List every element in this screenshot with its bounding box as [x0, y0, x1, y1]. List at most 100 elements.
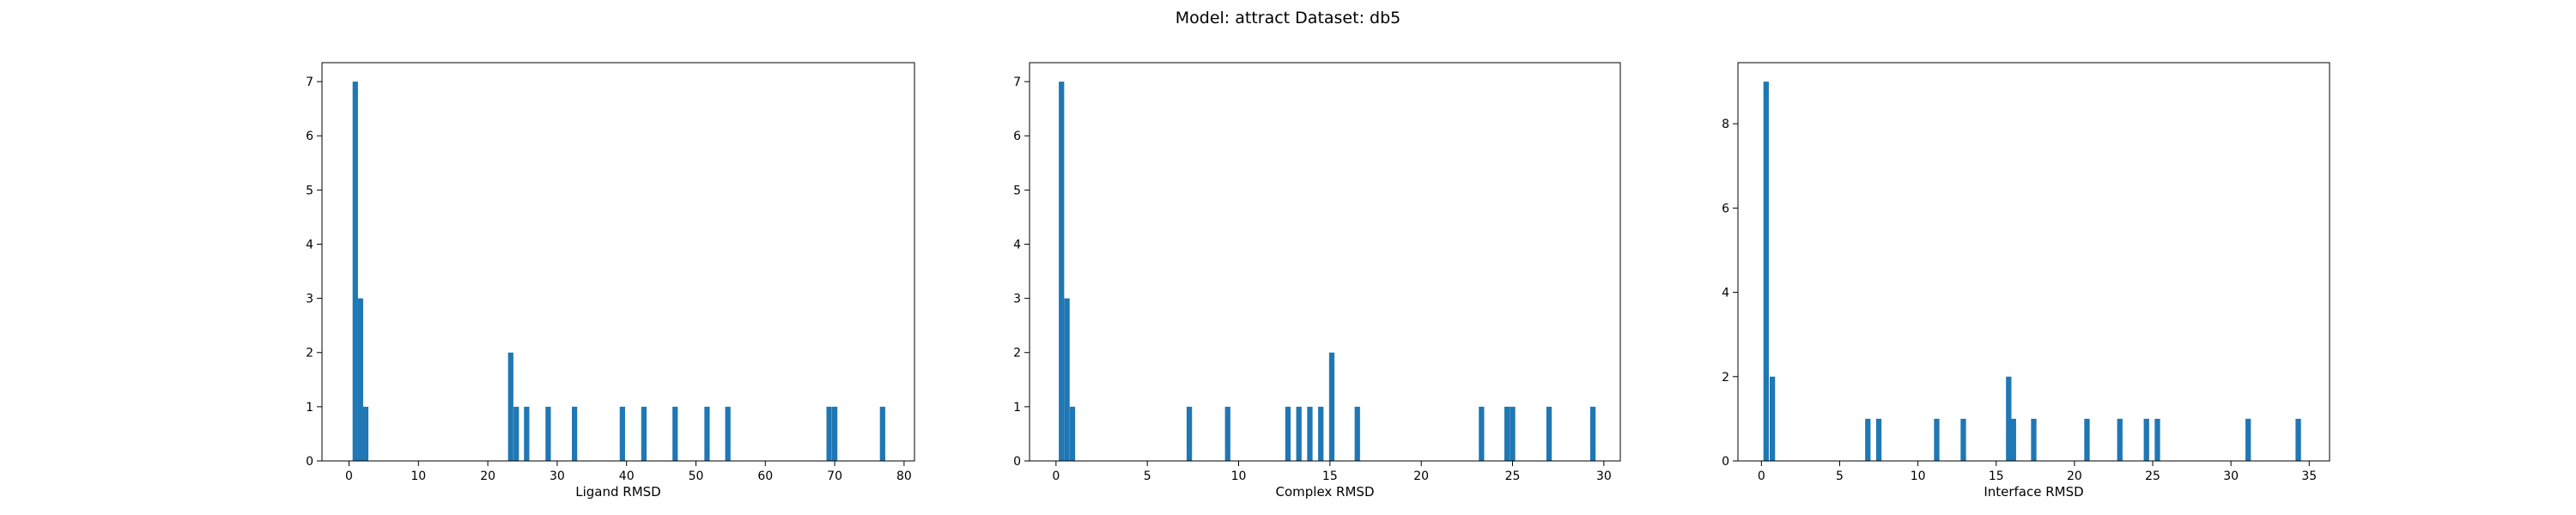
y-tick-label: 2 [1722, 371, 1729, 385]
y-tick-label: 2 [306, 347, 313, 360]
x-tick-label: 30 [2223, 470, 2239, 483]
x-tick-label: 70 [827, 470, 842, 483]
histogram-bar [571, 406, 578, 461]
y-tick-label: 8 [1722, 118, 1729, 131]
histogram-bar [1307, 406, 1313, 461]
y-tick-label: 1 [306, 401, 313, 415]
histogram-bar [672, 406, 678, 461]
histogram-bar [2031, 418, 2037, 461]
histogram-bar [1875, 418, 1882, 461]
y-tick-label: 3 [1013, 293, 1021, 306]
histogram-bar [362, 406, 369, 461]
y-tick-label: 6 [306, 130, 313, 143]
histogram-bar [1059, 82, 1065, 461]
histogram-bar [513, 406, 519, 461]
histogram-bar [1479, 406, 1485, 461]
histogram-bar [831, 406, 838, 461]
x-tick-label: 20 [1413, 470, 1429, 483]
histogram-bar [1504, 406, 1510, 461]
x-tick-label: 80 [896, 470, 912, 483]
x-tick-label: 0 [1052, 470, 1060, 483]
x-tick-label: 15 [1989, 470, 2004, 483]
histogram-bar [2143, 418, 2149, 461]
histogram-bar [725, 406, 731, 461]
y-tick-label: 0 [1013, 455, 1021, 469]
histogram-bar [2154, 418, 2160, 461]
figure-suptitle: Model: attract Dataset: db5 [1176, 9, 1400, 27]
histogram-bar [507, 352, 513, 461]
x-tick-label: 25 [1505, 470, 1521, 483]
histogram-bar [1865, 418, 1871, 461]
x-tick-label: 10 [1231, 470, 1247, 483]
histogram-bar [2245, 418, 2251, 461]
histogram-bar [2006, 376, 2012, 461]
histogram-bar [1546, 406, 1552, 461]
y-tick-label: 4 [1722, 287, 1729, 300]
x-tick-label: 30 [1596, 470, 1612, 483]
histogram-bar [2117, 418, 2123, 461]
x-tick-label: 60 [757, 470, 773, 483]
y-tick-label: 6 [1722, 202, 1729, 215]
histogram-bar [1354, 406, 1360, 461]
histogram-bar [879, 406, 885, 461]
y-tick-label: 5 [1013, 184, 1021, 197]
y-tick-label: 0 [306, 455, 313, 469]
histogram-bar [1763, 82, 1769, 461]
y-tick-label: 3 [306, 293, 313, 306]
histogram-bar [1589, 406, 1596, 461]
histogram-bar [1328, 352, 1335, 461]
histogram-bar [352, 82, 358, 461]
x-tick-label: 10 [1911, 470, 1926, 483]
y-tick-label: 7 [306, 76, 313, 89]
histogram-bar [1934, 418, 1940, 461]
x-tick-label: 25 [2145, 470, 2160, 483]
histogram-bar [1296, 406, 1302, 461]
x-tick-label: 35 [2301, 470, 2317, 483]
x-tick-label: 15 [1322, 470, 1338, 483]
histogram-bar [1224, 406, 1230, 461]
histogram-bar [524, 406, 530, 461]
histogram-bar [545, 406, 551, 461]
histogram-bar [619, 406, 625, 461]
histogram-bar [641, 406, 647, 461]
axes-frame [1737, 62, 2330, 462]
histogram-bar [1318, 406, 1324, 461]
histogram-bar [2084, 418, 2090, 461]
histogram-bar [2010, 418, 2016, 461]
x-tick-label: 20 [2067, 470, 2082, 483]
histogram-bar [1069, 406, 1076, 461]
x-axis-label: Ligand RMSD [575, 484, 660, 500]
histogram-bar [1064, 298, 1070, 461]
histogram-bar [1285, 406, 1291, 461]
y-tick-label: 0 [1722, 455, 1729, 469]
y-tick-label: 6 [1013, 130, 1021, 143]
y-tick-label: 7 [1013, 76, 1021, 89]
histogram-bar [1769, 376, 1776, 461]
x-tick-label: 0 [1758, 470, 1765, 483]
x-tick-label: 20 [480, 470, 495, 483]
histogram-bar [2295, 418, 2301, 461]
histogram-bar [1510, 406, 1516, 461]
x-tick-label: 40 [619, 470, 635, 483]
histogram-bar [357, 298, 363, 461]
histogram-bar [704, 406, 710, 461]
y-tick-label: 2 [1013, 347, 1021, 360]
y-tick-label: 4 [1013, 238, 1021, 251]
y-tick-label: 4 [306, 238, 313, 251]
y-tick-label: 5 [306, 184, 313, 197]
x-axis-label: Complex RMSD [1276, 484, 1375, 500]
x-axis-label: Interface RMSD [1984, 484, 2083, 500]
x-tick-label: 5 [1144, 470, 1151, 483]
axes-frame [321, 62, 915, 462]
x-tick-label: 10 [410, 470, 426, 483]
interface-rmsd-panel: 0 5 10 15 20 25 30 35 0 2 4 6 8 Interface RMSD [1722, 62, 2330, 500]
x-tick-label: 50 [689, 470, 704, 483]
histogram-bar [826, 406, 832, 461]
histogram-bar [1960, 418, 1966, 461]
x-tick-label: 5 [1836, 470, 1844, 483]
x-tick-label: 30 [550, 470, 565, 483]
ligand-rmsd-panel: 0 10 20 30 40 50 60 70 80 0 1 2 3 4 5 6 7 Ligand RMSD [306, 62, 915, 500]
histogram-bar [1186, 406, 1193, 461]
complex-rmsd-panel: 0 5 10 15 20 25 30 0 1 2 3 4 5 6 7 Complex RMSD [1013, 62, 1621, 500]
